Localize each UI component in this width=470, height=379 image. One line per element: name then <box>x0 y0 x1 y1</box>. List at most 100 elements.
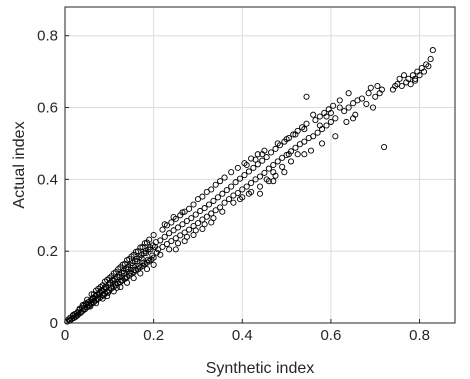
data-point <box>429 47 436 54</box>
data-point <box>416 72 423 79</box>
data-point <box>345 104 352 111</box>
data-point <box>281 169 288 176</box>
data-point <box>163 240 170 248</box>
data-point <box>290 131 297 138</box>
data-point <box>168 219 175 226</box>
data-point <box>283 136 290 143</box>
data-point <box>147 246 154 253</box>
data-point <box>245 190 252 197</box>
data-point <box>241 172 248 179</box>
data-point <box>396 75 403 82</box>
data-point <box>336 104 343 111</box>
data-point <box>205 201 213 208</box>
y-axis-label: Actual index <box>11 121 28 208</box>
data-point <box>228 183 235 190</box>
data-point <box>85 301 92 309</box>
data-point <box>310 133 317 140</box>
data-point <box>263 176 270 183</box>
x-tick-label: 0.4 <box>232 327 253 344</box>
data-point <box>323 122 330 129</box>
data-point <box>118 277 125 284</box>
data-point <box>150 231 157 239</box>
data-point <box>166 246 173 253</box>
data-point <box>392 82 399 90</box>
data-point <box>230 199 237 206</box>
data-point <box>151 243 159 250</box>
data-point <box>210 197 217 204</box>
data-point <box>221 174 228 181</box>
data-point <box>294 151 301 158</box>
data-point <box>159 226 166 233</box>
data-point <box>172 246 179 253</box>
data-point <box>228 169 235 176</box>
data-point <box>140 259 147 266</box>
data-point <box>190 231 197 239</box>
data-point <box>425 63 432 70</box>
data-point <box>88 291 95 298</box>
data-point <box>150 261 157 268</box>
data-point <box>212 207 219 214</box>
data-point <box>367 84 374 91</box>
data-point <box>192 211 199 218</box>
data-point <box>256 173 264 180</box>
data-point <box>87 303 94 310</box>
x-axis-label: Synthetic index <box>206 360 315 377</box>
data-point <box>174 224 182 231</box>
data-point <box>279 163 286 170</box>
data-point <box>113 284 120 291</box>
x-tick-label: 0.8 <box>409 327 430 344</box>
data-point <box>270 178 277 185</box>
data-point <box>122 274 129 281</box>
data-point <box>234 164 241 171</box>
data-point <box>327 109 334 116</box>
data-point <box>272 145 279 152</box>
data-point <box>139 243 146 250</box>
data-point <box>170 214 177 221</box>
data-point <box>345 90 352 97</box>
data-point <box>74 312 81 319</box>
data-point <box>143 266 151 273</box>
data-point <box>112 268 120 276</box>
data-point <box>332 115 339 122</box>
data-point <box>104 293 111 300</box>
data-point <box>274 158 281 165</box>
data-point <box>405 75 412 82</box>
data-point <box>126 256 133 263</box>
data-point <box>143 239 151 246</box>
data-point <box>314 129 321 136</box>
data-point <box>157 237 164 244</box>
data-point <box>186 205 193 212</box>
data-point <box>358 95 365 102</box>
data-point <box>212 181 219 188</box>
data-point <box>285 151 292 158</box>
data-point <box>336 97 343 104</box>
data-point <box>316 113 323 120</box>
data-point <box>117 284 124 291</box>
data-point <box>161 233 168 240</box>
data-point <box>301 126 308 133</box>
data-point <box>143 249 150 257</box>
data-point <box>303 93 310 100</box>
data-point <box>316 122 323 129</box>
data-point <box>292 144 299 151</box>
data-point <box>100 292 107 299</box>
data-point <box>201 205 208 212</box>
data-point <box>197 207 204 215</box>
data-point <box>270 161 277 169</box>
data-point <box>248 155 255 162</box>
data-point <box>239 186 246 193</box>
y-tick-label: 0.8 <box>37 28 58 45</box>
data-point <box>121 260 128 267</box>
data-point <box>104 289 112 296</box>
data-point <box>343 118 350 125</box>
data-point <box>398 82 405 90</box>
data-point <box>219 208 226 215</box>
data-point <box>369 104 377 111</box>
data-point <box>137 270 144 277</box>
data-point <box>232 179 239 186</box>
data-point <box>230 192 237 199</box>
data-point <box>108 273 115 280</box>
data-point <box>149 252 156 259</box>
data-point <box>420 68 428 75</box>
data-point <box>153 249 160 256</box>
